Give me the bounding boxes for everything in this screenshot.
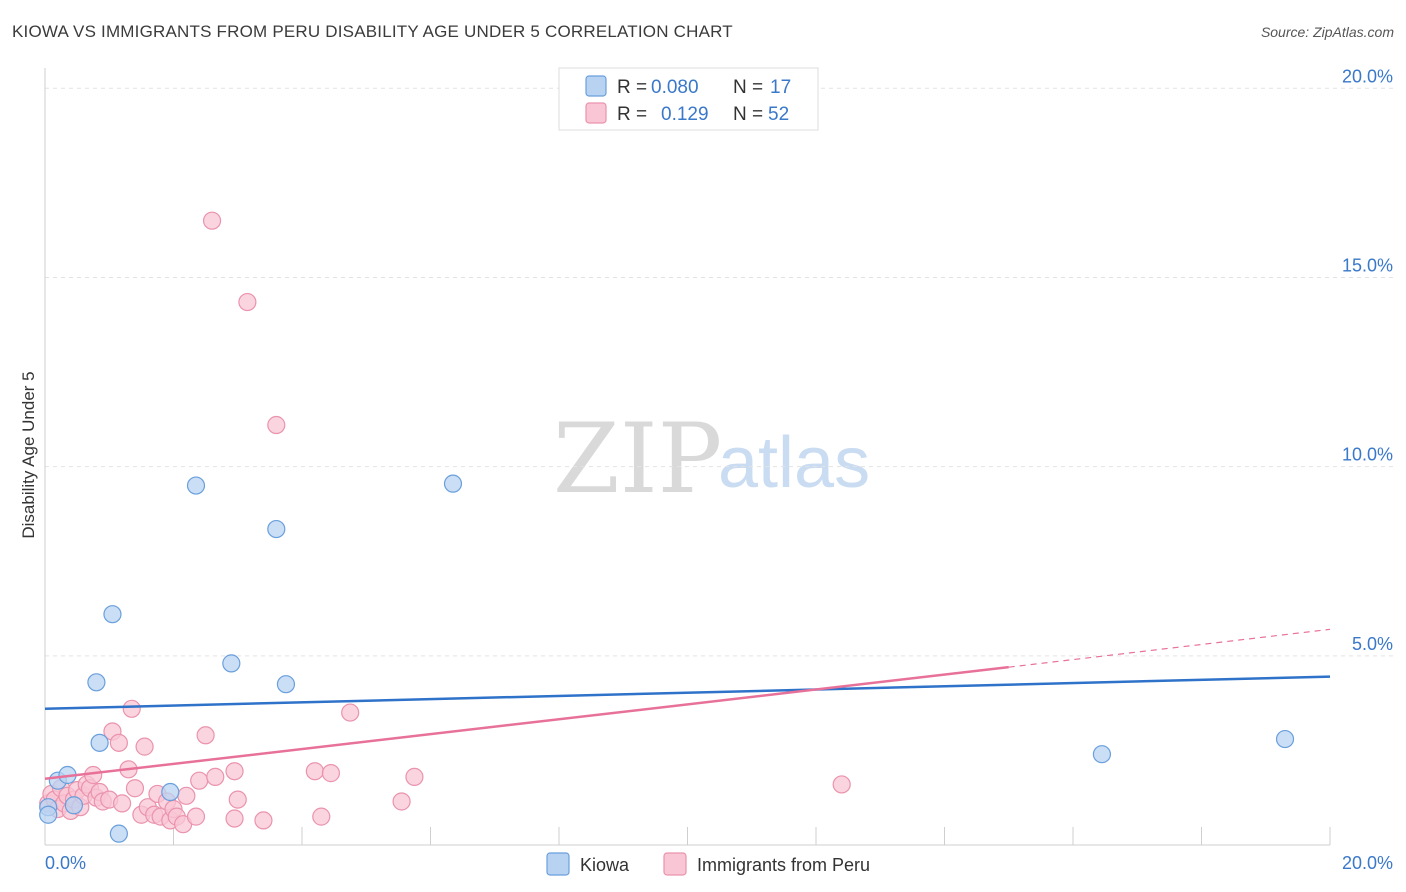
x-tick-label-min: 0.0% [45, 853, 86, 873]
peru-point [125, 779, 145, 798]
legend-r-label-peru: R = [617, 104, 647, 125]
peru-point [206, 767, 225, 786]
kiowa-point [276, 675, 296, 694]
peru-point [305, 762, 324, 781]
peru-point [202, 211, 222, 230]
kiowa-point [1092, 745, 1112, 764]
peru-point [177, 786, 196, 805]
legend-swatch-kiowa [585, 75, 607, 97]
bottom-legend-label-peru: Immigrants from Peru [697, 855, 870, 875]
trend-lines [44, 628, 1331, 781]
peru-point [135, 737, 154, 756]
peru-point [312, 807, 331, 826]
kiowa-point [1275, 729, 1295, 749]
kiowa-point [103, 605, 122, 624]
y-tick-label: 15.0% [1342, 255, 1393, 275]
kiowa-point [87, 673, 106, 692]
kiowa-point [39, 805, 58, 824]
kiowa-point [161, 782, 180, 802]
peru-point [109, 733, 128, 752]
peru-point [225, 762, 244, 781]
legend-n-value-peru: 52 [768, 104, 789, 125]
peru-point [122, 699, 141, 718]
kiowa-point [222, 654, 241, 673]
legend-n-label-peru: N = [733, 104, 763, 125]
legend-r-label-kiowa: R = [617, 77, 647, 98]
watermark: ZIP atlas [553, 403, 870, 515]
legend-r-value-kiowa: 0.080 [651, 77, 699, 98]
legend-n-label-kiowa: N = [733, 77, 763, 98]
peru-point [321, 764, 341, 783]
series-kiowa-points [39, 474, 1295, 843]
grid-lines [45, 87, 1393, 657]
peru-point [405, 767, 424, 786]
kiowa-point [267, 519, 286, 539]
peru-point [186, 807, 206, 826]
kiowa-point [109, 824, 128, 843]
peru-point [254, 811, 273, 830]
legend-box: R = 0.080 N = 17 R = 0.129 N = 52 [558, 67, 819, 131]
peru-point [392, 792, 411, 811]
bottom-legend-label-kiowa: Kiowa [580, 855, 630, 875]
peru-trend-extension [1008, 628, 1331, 668]
kiowa-point [64, 796, 84, 815]
watermark-zip: ZIP [553, 403, 722, 515]
peru-point [238, 292, 257, 312]
legend-n-value-kiowa: 17 [770, 77, 791, 98]
peru-point [225, 809, 244, 828]
y-tick-label: 5.0% [1352, 634, 1393, 654]
x-tick-label-max: 20.0% [1342, 853, 1393, 873]
y-tick-label: 20.0% [1342, 66, 1393, 86]
peru-point [190, 771, 209, 790]
watermark-atlas: atlas [718, 423, 870, 503]
peru-point [112, 794, 132, 813]
bottom-legend-swatch-kiowa [546, 852, 570, 876]
bottom-legend-swatch-peru [663, 852, 687, 876]
chart-title: KIOWA VS IMMIGRANTS FROM PERU DISABILITY… [12, 22, 733, 41]
peru-point [196, 726, 215, 745]
kiowa-point [186, 476, 206, 495]
y-tick-labels: 5.0% 10.0% 15.0% 20.0% [1342, 66, 1393, 654]
bottom-legend: Kiowa Immigrants from Peru [546, 852, 870, 876]
y-axis-label: Disability Age Under 5 [19, 371, 38, 538]
kiowa-point [90, 733, 109, 752]
legend-r-value-peru: 0.129 [661, 104, 709, 125]
kiowa-trend-line [44, 675, 1331, 711]
peru-point [267, 415, 286, 435]
peru-point [832, 775, 851, 794]
peru-point [341, 703, 360, 722]
series-peru-points [39, 211, 851, 834]
kiowa-point [443, 474, 463, 493]
peru-point [228, 790, 247, 809]
legend-swatch-peru [585, 102, 607, 124]
x-tick-marks [44, 827, 1331, 845]
source-label: Source: ZipAtlas.com [1260, 24, 1394, 40]
peru-trend-line [44, 665, 1009, 781]
y-tick-label: 10.0% [1342, 445, 1393, 465]
